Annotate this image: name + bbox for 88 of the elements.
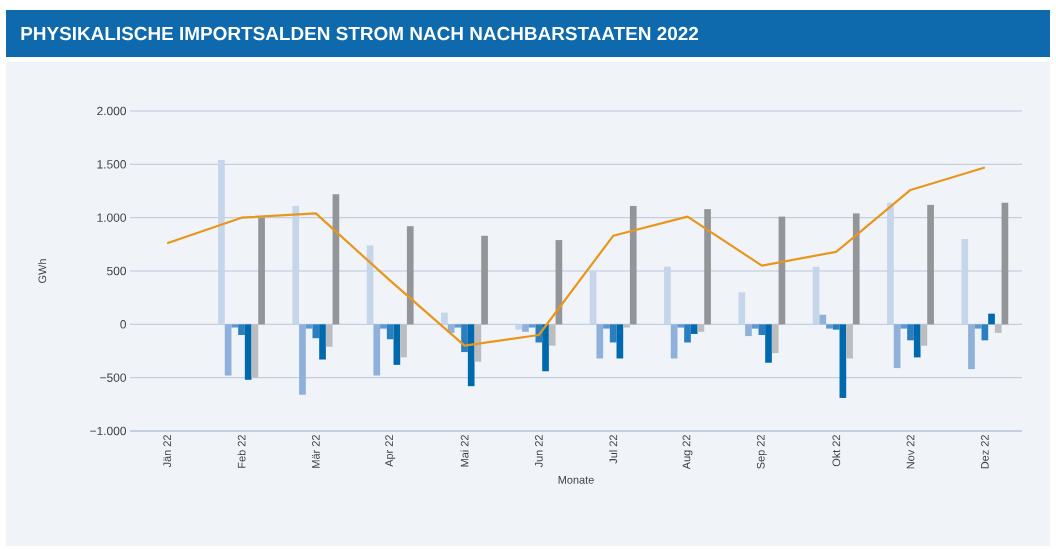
bar: [974, 324, 982, 329]
bar: [738, 292, 746, 325]
y-tick-label: −1.000: [90, 426, 127, 436]
x-tick-label: Mär 22: [311, 435, 320, 468]
bar: [251, 324, 259, 378]
bar: [319, 324, 326, 360]
y-tick-label: 500: [107, 266, 127, 276]
bar: [400, 324, 407, 358]
bar: [745, 324, 752, 337]
x-tick-label: Apr 22: [385, 435, 396, 467]
x-tick-label: Feb 22: [237, 435, 246, 468]
bar: [927, 204, 934, 325]
bar: [312, 324, 320, 339]
bar: [832, 324, 840, 330]
chart-title: PHYSIKALISCHE IMPORTSALDEN STROM NACH NACHBARSTAATEN 2022: [21, 26, 699, 41]
bar: [393, 324, 401, 365]
line-series: [166, 166, 986, 347]
bar: [684, 324, 691, 343]
bar: [623, 324, 630, 328]
bar: [629, 205, 637, 325]
bar: [231, 324, 239, 328]
bar: [258, 217, 265, 325]
bar: [900, 324, 908, 329]
bar: [994, 324, 1002, 333]
bar: [758, 324, 766, 335]
x-tick-label: Dez 22: [980, 435, 989, 469]
bar: [704, 209, 711, 325]
x-tick-label: Nov 22: [906, 435, 915, 469]
bar: [454, 324, 462, 328]
bar: [373, 324, 381, 376]
y-tick-label: −500: [100, 373, 127, 382]
bar: [697, 324, 705, 332]
x-tick-label: Aug 22: [682, 435, 693, 470]
y-tick-label: 1.000: [97, 213, 127, 222]
bar: [542, 324, 549, 372]
bar: [380, 324, 387, 329]
bar: [528, 324, 536, 328]
bar: [299, 324, 306, 395]
bar: [596, 324, 604, 359]
bar: [751, 324, 759, 329]
bar: [961, 239, 969, 325]
bar: [664, 266, 671, 325]
x-tick-label: Mai 22: [460, 435, 469, 467]
bar: [968, 324, 975, 370]
y-tick-label: 1.500: [97, 160, 127, 169]
bar: [244, 324, 252, 380]
bar: [677, 324, 685, 328]
bar: [481, 235, 488, 325]
bar: [981, 324, 989, 341]
bar: [238, 324, 245, 335]
bar: [609, 324, 617, 343]
bar: [846, 324, 853, 359]
x-tick-label: Jul 22: [609, 435, 618, 464]
bar: [887, 202, 894, 325]
bar: [893, 324, 901, 369]
bar: [603, 324, 610, 329]
x-tick-label: Okt 22: [832, 435, 841, 467]
bar: [839, 324, 847, 398]
y-axis-title: GWh: [38, 259, 47, 283]
x-axis-title: Monate: [558, 476, 594, 484]
bar: [988, 313, 995, 325]
bar: [690, 324, 698, 334]
y-tick-label: 2.000: [97, 106, 127, 116]
bar: [406, 226, 414, 325]
bar: [771, 324, 779, 354]
bar: [819, 314, 827, 325]
bar: [765, 324, 772, 363]
bar: [386, 324, 394, 340]
bar: [325, 324, 333, 347]
bar: [907, 324, 914, 341]
bar: [461, 324, 468, 353]
x-tick-label: Jän 22: [163, 435, 172, 468]
bar: [292, 205, 300, 325]
bar: [467, 324, 475, 387]
bar: [826, 324, 833, 329]
bar: [852, 213, 860, 325]
y-tick-label: 0: [120, 320, 127, 329]
bar: [515, 324, 523, 330]
bar: [920, 324, 928, 346]
bar: [913, 324, 921, 358]
bar: [522, 324, 529, 332]
bar: [218, 160, 225, 325]
bar: [224, 324, 232, 376]
x-tick-label: Sep 22: [756, 435, 767, 469]
bar: [441, 312, 448, 325]
bar: [548, 324, 556, 346]
x-tick-label: Jun 22: [534, 435, 543, 468]
bar: [305, 324, 313, 329]
